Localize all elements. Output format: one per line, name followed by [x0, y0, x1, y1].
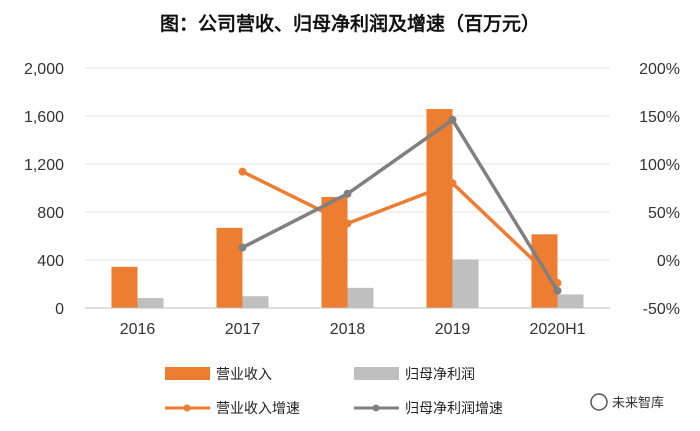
legend: 营业收入 归母净利润 营业收入增速 归母净利润增速	[165, 366, 503, 417]
bars	[111, 109, 584, 308]
watermark-icon	[590, 393, 608, 411]
bar-revenue	[216, 227, 243, 308]
right-tick-label: 200%	[639, 61, 680, 78]
chart-title: 图：公司营收、归母净利润及增速（百万元）	[160, 12, 540, 35]
right-tick-label: 100%	[639, 157, 680, 174]
bar-net-profit	[242, 296, 269, 308]
point-revenue-growth	[343, 219, 352, 228]
legend-swatch-net-profit	[354, 367, 399, 380]
legend-label-net-profit-growth: 归母净利润增速	[405, 400, 503, 417]
growth-lines	[238, 115, 562, 295]
left-tick-label: 2,000	[24, 61, 64, 78]
category-label: 2018	[330, 321, 366, 338]
category-labels: 2016 2017 2018 2019 2020H1	[120, 321, 586, 338]
legend-swatch-revenue	[165, 367, 210, 380]
left-tick-label: 400	[37, 253, 64, 270]
left-tick-label: 1,200	[24, 157, 64, 174]
bar-net-profit	[452, 259, 479, 308]
bar-revenue	[426, 109, 453, 308]
line-net-profit-growth	[241, 118, 559, 292]
left-tick-label: 800	[37, 205, 64, 222]
right-tick-label: 150%	[639, 109, 680, 126]
point-net-profit-growth	[343, 189, 352, 198]
legend-label-net-profit: 归母净利润	[405, 366, 475, 383]
point-net-profit-growth	[448, 115, 457, 124]
watermark: 未来智库	[590, 393, 664, 411]
right-axis-ticks: 200% 150% 100% 50% 0% -50%	[639, 61, 680, 318]
category-label: 2017	[225, 321, 261, 338]
point-net-profit-growth	[553, 286, 562, 295]
right-tick-label: -50%	[643, 301, 680, 318]
left-axis-ticks: 2,000 1,600 1,200 800 400 0	[24, 61, 64, 318]
legend-marker-revenue-growth	[183, 404, 191, 412]
bar-net-profit	[137, 298, 164, 308]
point-net-profit-growth	[238, 243, 247, 252]
watermark-text: 未来智库	[612, 395, 664, 411]
left-tick-label: 0	[55, 301, 64, 318]
bar-net-profit	[347, 287, 374, 308]
category-label: 2019	[435, 321, 471, 338]
bar-net-profit	[557, 294, 584, 308]
left-tick-label: 1,600	[24, 109, 64, 126]
legend-label-revenue-growth: 营业收入增速	[216, 401, 300, 417]
category-label: 2020H1	[529, 321, 585, 338]
legend-label-revenue: 营业收入	[216, 367, 272, 383]
line-revenue-growth	[241, 170, 559, 285]
right-tick-label: 0%	[657, 253, 680, 270]
point-revenue-growth	[238, 167, 247, 176]
legend-marker-net-profit-growth	[372, 404, 380, 412]
bar-revenue	[111, 266, 138, 308]
point-revenue-growth	[448, 179, 457, 188]
right-tick-label: 50%	[648, 205, 680, 222]
category-label: 2016	[120, 321, 156, 338]
